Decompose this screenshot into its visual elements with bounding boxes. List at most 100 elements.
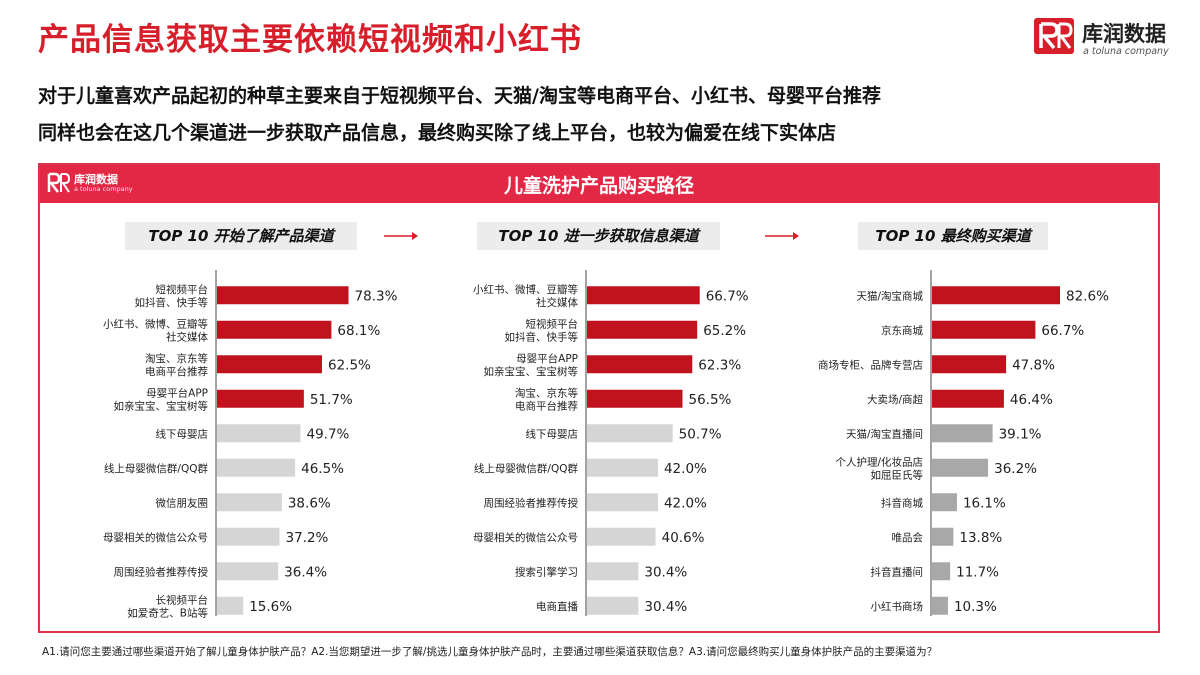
chart-3-value-label: 13.8% <box>959 530 1002 546</box>
brand-logo: 库润数据 a toluna company <box>1034 16 1184 58</box>
chart-1-bar <box>217 320 332 339</box>
chart-1-value-label: 15.6% <box>249 599 292 615</box>
chart-1-value-label: 78.3% <box>355 288 398 304</box>
chart-2-bar <box>587 596 639 615</box>
chart-2-category-label: 周围经验者推荐传授 <box>484 496 579 509</box>
chart-2-bar <box>587 562 639 581</box>
chart-2-bar <box>587 458 658 477</box>
chart-3-bar <box>932 458 989 477</box>
chart-2-title: TOP 10 进一步获取信息渠道 <box>477 222 720 250</box>
chart-3-bar <box>932 596 948 615</box>
chart-1-title: TOP 10 开始了解产品渠道 <box>125 222 357 250</box>
footnote: A1.请问您主要通过哪些渠道开始了解儿童身体护肤产品？A2.当您期望进一步了解/… <box>42 646 938 658</box>
chart-3-category-label: 抖音商城 <box>881 496 923 509</box>
chart-1-bar <box>217 389 304 408</box>
chart-3-value-label: 39.1% <box>999 426 1042 442</box>
chart-1-bar <box>217 286 349 305</box>
chart-3-bar <box>932 527 954 546</box>
chart-1-value-label: 62.5% <box>328 357 371 373</box>
chart-1-category-label: 小红书、微博、豆瓣等社交媒体 <box>103 317 208 343</box>
chart-3-category-label: 大卖场/商超 <box>867 393 924 406</box>
chart-1-bar <box>217 493 282 512</box>
panel-logo-icon <box>47 172 70 193</box>
chart-2-value-label: 40.6% <box>662 530 705 546</box>
chart-2-bar <box>587 527 656 546</box>
chart-1-category-label: 线上母婴微信群/QQ群 <box>104 462 209 475</box>
chart-2-value-label: 65.2% <box>703 323 746 339</box>
chart-1-bar <box>217 527 280 546</box>
chart-1-value-label: 49.7% <box>306 426 349 442</box>
chart-1-category-label: 短视频平台如抖音、快手等 <box>135 283 209 309</box>
chart-2-bar <box>587 320 698 339</box>
chart-2-value-label: 56.5% <box>688 392 731 408</box>
chart-2-category-label: 线下母婴店 <box>526 427 579 440</box>
chart-2-value-label: 62.3% <box>698 357 741 373</box>
arrow-right-icon <box>384 232 418 240</box>
chart-3-value-label: 16.1% <box>963 495 1006 511</box>
chart-3-value-label: 10.3% <box>954 599 997 615</box>
chart-2-bar <box>587 389 683 408</box>
chart-1-value-label: 51.7% <box>310 392 353 408</box>
chart-1-category-label: 微信朋友圈 <box>156 496 209 509</box>
chart-3-category-label: 抖音直播间 <box>871 565 924 578</box>
panel-logo-name: 库润数据 <box>74 173 118 186</box>
intro-line-1: 对于儿童喜欢产品起初的种草主要来自于短视频平台、天猫/淘宝等电商平台、小红书、母… <box>38 85 881 107</box>
chart-2-bar <box>587 493 658 512</box>
chart-1-category-label: 长视频平台如爱奇艺、B站等 <box>127 593 208 619</box>
chart-3-category-label: 唯品会 <box>892 531 924 544</box>
chart-3-category-label: 小红书商场 <box>871 600 924 613</box>
chart-1-bar <box>217 355 322 374</box>
chart-2-value-label: 30.4% <box>644 599 687 615</box>
chart-3-bar <box>932 320 1036 339</box>
brand-tagline: a toluna company <box>1083 46 1169 57</box>
chart-2-value-label: 30.4% <box>644 564 687 580</box>
chart-1-bar <box>217 596 244 615</box>
chart-1-category-label: 线下母婴店 <box>156 427 209 440</box>
chart-3-value-label: 47.8% <box>1012 357 1055 373</box>
chart-3-value-label: 82.6% <box>1066 288 1109 304</box>
chart-2-value-label: 50.7% <box>679 426 722 442</box>
chart-2-value-label: 42.0% <box>664 461 707 477</box>
chart-3-bar <box>932 562 951 581</box>
brand-logo-icon <box>1034 18 1074 54</box>
chart-3-bar <box>932 493 957 512</box>
chart-1-category-label: 周围经验者推荐传授 <box>114 565 209 578</box>
chart-3-value-label: 46.4% <box>1010 392 1053 408</box>
chart-2-value-label: 42.0% <box>664 495 707 511</box>
chart-2-bar <box>587 355 693 374</box>
chart-1-bar <box>217 458 296 477</box>
intro-line-2: 同样也会在这几个渠道进一步获取产品信息，最终购买除了线上平台，也较为偏爱在线下实… <box>38 122 837 144</box>
chart-3-category-label: 天猫/淘宝商城 <box>856 289 923 302</box>
chart-3-bar <box>932 286 1061 305</box>
chart-1-category-label: 淘宝、京东等电商平台推荐 <box>145 352 208 378</box>
brand-name: 库润数据 <box>1082 22 1166 46</box>
panel-title: 儿童洗护产品购买路径 <box>503 175 694 197</box>
panel-logo-tagline: a toluna company <box>74 185 133 193</box>
chart-2-category-label: 母婴相关的微信公众号 <box>473 531 578 544</box>
chart-2-value-label: 66.7% <box>706 288 749 304</box>
chart-2-category-label: 搜索引擎学习 <box>515 565 578 578</box>
chart-3-category-label: 京东商城 <box>881 324 923 337</box>
chart-3-bar <box>932 424 993 443</box>
panel-header: 库润数据 a toluna company 儿童洗护产品购买路径 <box>40 165 1158 203</box>
chart-1-value-label: 46.5% <box>301 461 344 477</box>
chart-3-value-label: 11.7% <box>956 564 999 580</box>
arrow-right-icon <box>765 232 799 240</box>
chart-1-value-label: 37.2% <box>285 530 328 546</box>
chart-1-value-label: 68.1% <box>337 323 380 339</box>
chart-3-value-label: 66.7% <box>1041 323 1084 339</box>
chart-3-bar <box>932 355 1007 374</box>
chart-3-value-label: 36.2% <box>994 461 1037 477</box>
chart-2-bar <box>587 424 673 443</box>
chart-1-bar <box>217 562 279 581</box>
chart-1-category-label: 母婴平台APP 如亲宝宝、宝宝树等 <box>114 386 209 412</box>
chart-1-bar <box>217 424 301 443</box>
chart-2-category-label: 母婴平台APP 如亲宝宝、宝宝树等 <box>484 352 579 378</box>
chart-3-category-label: 商场专柜、品牌专营店 <box>818 358 923 371</box>
panel-logo: 库润数据 a toluna company <box>46 171 136 197</box>
chart-2-category-label: 电商直播 <box>536 600 578 613</box>
chart-2-category-label: 小红书、微博、豆瓣等社交媒体 <box>473 283 578 309</box>
chart-1-category-label: 母婴相关的微信公众号 <box>103 531 208 544</box>
chart-1-value-label: 36.4% <box>284 564 327 580</box>
